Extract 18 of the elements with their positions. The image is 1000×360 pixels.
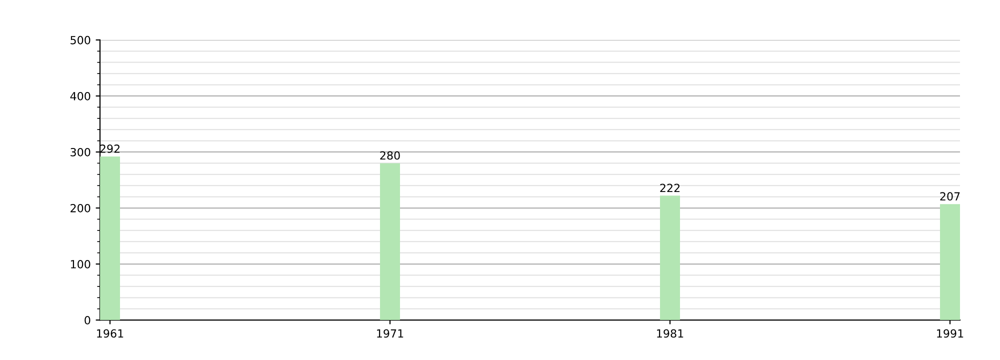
bar (940, 204, 960, 320)
x-tick-label: 1991 (937, 329, 964, 338)
y-tick-label: 100 (70, 260, 90, 268)
data-label: 280 (380, 151, 400, 160)
data-label: 207 (940, 192, 960, 201)
bar (380, 163, 400, 320)
y-tick-label: 0 (84, 316, 90, 324)
y-tick-label: 200 (70, 204, 90, 212)
bar (660, 196, 680, 320)
x-tick-label: 1971 (377, 329, 404, 338)
data-label: 292 (100, 144, 120, 153)
x-tick-label: 1961 (97, 329, 124, 338)
y-tick-label: 500 (70, 36, 90, 44)
data-label: 222 (660, 184, 680, 192)
bar (100, 156, 120, 320)
y-tick-label: 400 (70, 92, 90, 100)
x-tick-label: 1981 (657, 329, 684, 338)
y-tick-label: 300 (70, 148, 90, 156)
